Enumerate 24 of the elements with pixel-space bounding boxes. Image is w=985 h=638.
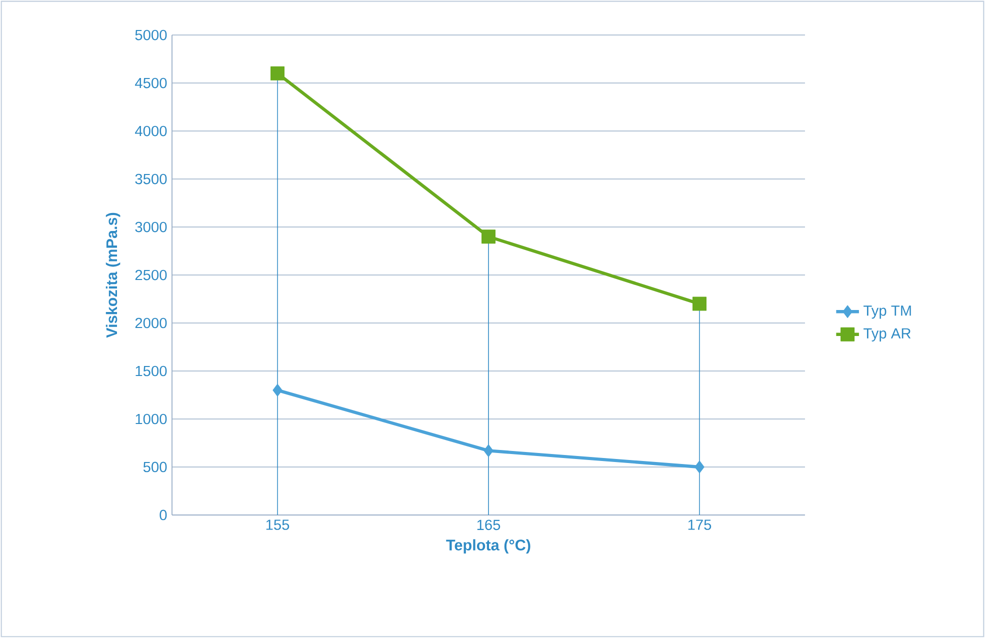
y-tick-label: 2500	[135, 270, 167, 280]
x-axis-title: Teplota (°C)	[446, 539, 530, 554]
legend-label: Typ AR	[864, 328, 911, 342]
y-tick-label: 1000	[136, 414, 167, 424]
legend-label: Typ TM	[864, 306, 911, 319]
y-tick-label: 3000	[135, 222, 167, 232]
y-tick-label: 4000	[135, 126, 167, 136]
point	[270, 66, 285, 80]
point	[481, 230, 496, 244]
point	[272, 384, 282, 397]
y-tick-label: 3500	[135, 174, 167, 184]
y-tick-label: 1500	[136, 366, 167, 376]
y-tick-label: 5000	[135, 30, 167, 40]
y-tick-label: 2000	[135, 318, 167, 328]
point	[694, 460, 704, 474]
x-tick-label: 165	[477, 520, 500, 530]
y-axis-title: Viskozita (mPa.s)	[106, 212, 120, 338]
y-tick-label: 0	[160, 510, 167, 520]
point	[484, 444, 494, 458]
x-tick-label: 175	[688, 520, 712, 530]
y-tick-label: 500	[143, 462, 167, 472]
y-tick-label: 4500	[135, 78, 167, 88]
point	[692, 296, 706, 311]
x-tick-label: 155	[266, 520, 290, 530]
